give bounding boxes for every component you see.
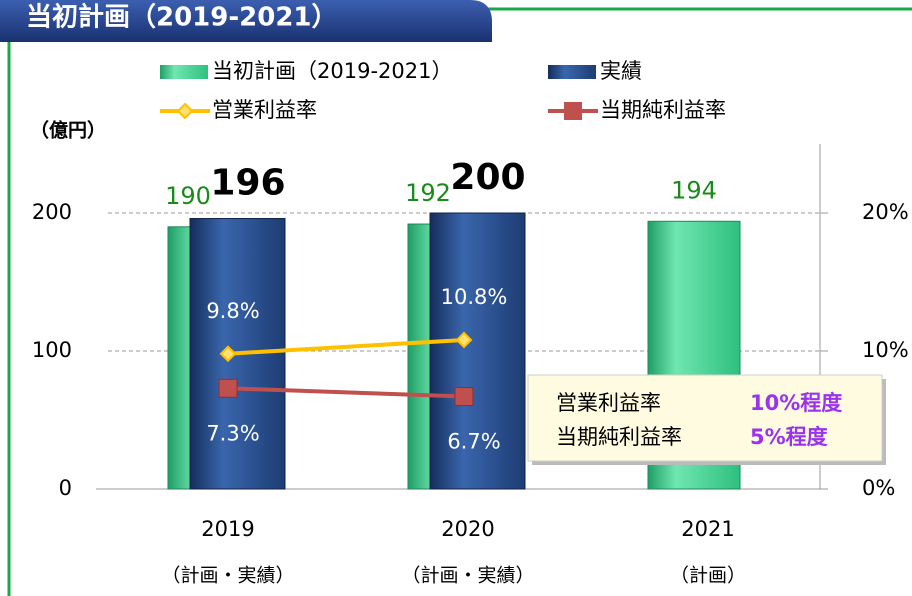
line <box>227 337 465 356</box>
legend-swatch <box>160 65 208 79</box>
annotation-value: 5%程度 <box>750 425 828 449</box>
y-tick-label: 0 <box>59 476 72 500</box>
bar-label: 194 <box>671 176 717 204</box>
bar-label: 190 <box>165 182 211 210</box>
legend-label: 当初計画（2019-2021） <box>212 59 452 83</box>
y-tick-label: 200 <box>32 200 72 224</box>
bar-label: 196 <box>210 163 285 204</box>
x-sublabel: （計画） <box>670 565 746 587</box>
marker <box>455 331 473 349</box>
header-title: 当初計画（2019-2021） <box>26 2 338 33</box>
x-sublabel: （計画・実績） <box>161 565 294 587</box>
line-label: 7.3% <box>206 421 259 445</box>
line-label: 6.7% <box>447 430 500 454</box>
legend-label: 営業利益率 <box>212 98 317 122</box>
marker <box>454 387 474 407</box>
x-sublabel: （計画・実績） <box>401 565 534 587</box>
annotation-label: 当期純利益率 <box>556 425 682 449</box>
marker <box>219 345 237 363</box>
y-tick-label: 100 <box>32 338 72 362</box>
marker <box>218 378 238 398</box>
header-tab <box>0 0 492 42</box>
line-label: 9.8% <box>206 299 259 323</box>
legend-marker <box>176 102 194 120</box>
legend-label: 実績 <box>600 59 642 83</box>
bar-label: 192 <box>405 179 451 207</box>
bar <box>429 212 526 490</box>
line-label: 10.8% <box>441 285 508 309</box>
y2-tick-label: 10% <box>862 338 909 362</box>
line <box>227 386 465 399</box>
legend-label: 当期純利益率 <box>600 98 726 122</box>
y2-tick-label: 20% <box>862 200 909 224</box>
legend-marker <box>564 102 582 120</box>
x-tick-label: 2020 <box>441 517 494 541</box>
x-tick-label: 2021 <box>681 517 734 541</box>
annotation-label: 営業利益率 <box>556 391 661 415</box>
annotation-box <box>527 374 883 462</box>
legend-swatch <box>548 65 596 79</box>
annotation-value: 10%程度 <box>750 391 842 415</box>
bar-label: 200 <box>450 157 525 198</box>
x-tick-label: 2019 <box>201 517 254 541</box>
y-unit: （億円） <box>30 119 106 142</box>
y2-tick-label: 0% <box>862 476 895 500</box>
